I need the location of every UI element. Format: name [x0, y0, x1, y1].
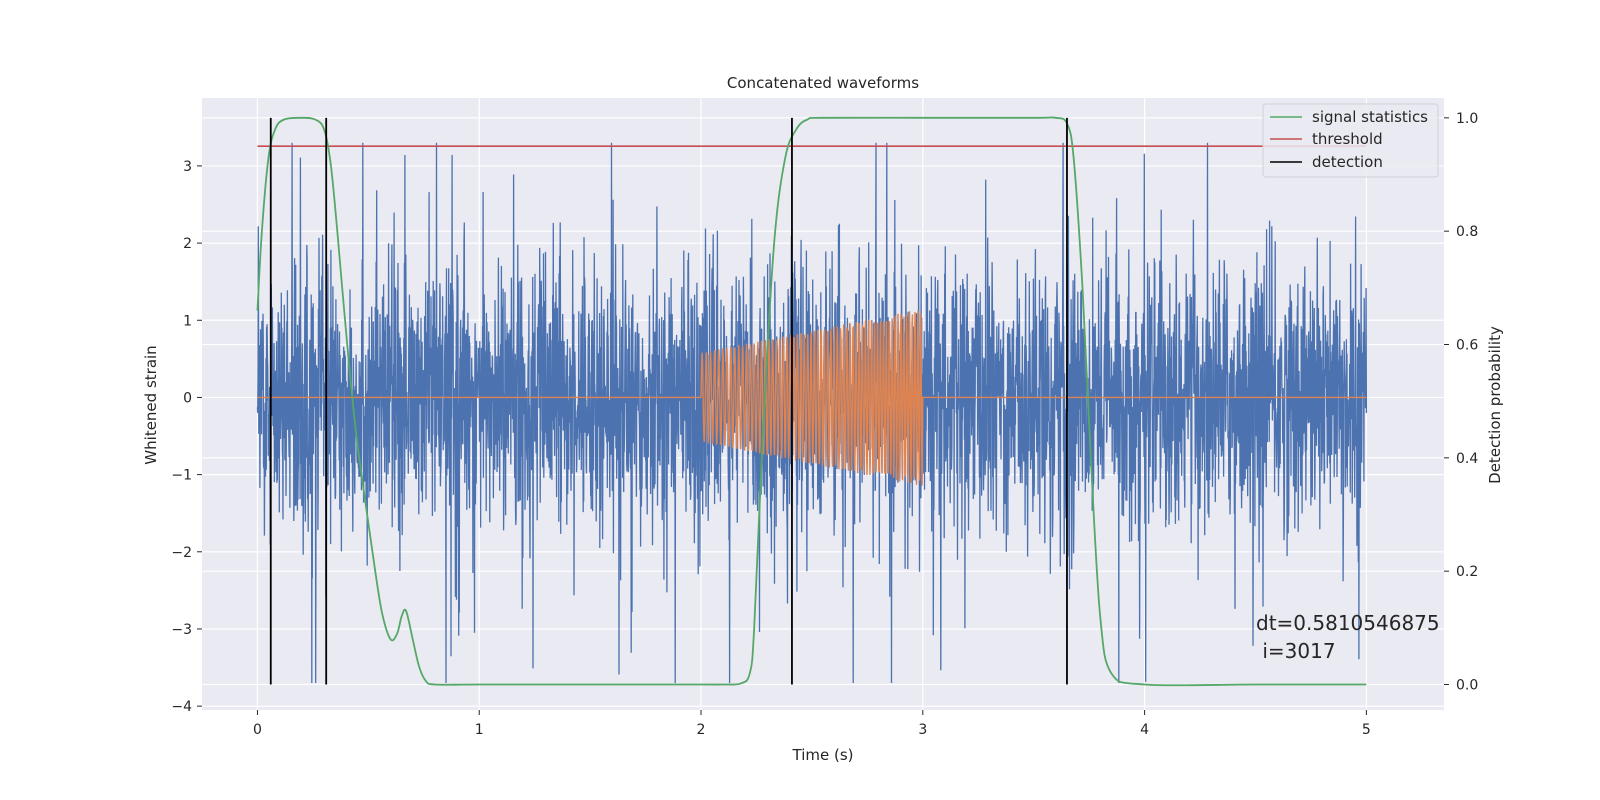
x-tick-label: 4	[1140, 722, 1149, 738]
injected-signal-line	[257, 310, 1367, 486]
data-layer	[256, 116, 1368, 687]
x-tick-label: 5	[1362, 722, 1371, 738]
legend-label-threshold: threshold	[1312, 130, 1383, 148]
signal-statistics-line	[256, 116, 1367, 687]
y-right-tick-label: 0.4	[1456, 451, 1478, 467]
y-tick-label: 2	[183, 236, 192, 252]
legend: signal statistics threshold detection	[1262, 103, 1439, 178]
y-tick-label: 1	[183, 313, 192, 329]
y-axis-label: Whitened strain	[142, 345, 160, 464]
axes: 0 1 2 3 4 5 −4 −3 −2 −1 0 1 2 3 0.0 0.2 0.4 0.6 0.8 1.0	[171, 111, 1478, 738]
y-tick-label: −1	[171, 468, 192, 484]
y-right-tick-label: 1.0	[1456, 111, 1478, 127]
x-axis-label: Time (s)	[792, 746, 854, 764]
y-tick-label: −4	[171, 699, 192, 715]
x-tick-label: 1	[475, 722, 484, 738]
legend-label-signal-statistics: signal statistics	[1312, 108, 1428, 126]
annotation-i: i=3017	[1256, 639, 1336, 663]
x-tick-label: 0	[253, 722, 262, 738]
y-tick-label: −2	[171, 545, 192, 561]
y-right-tick-label: 0.8	[1456, 224, 1478, 240]
y-tick-label: 3	[183, 159, 192, 175]
y-tick-label: −3	[171, 622, 192, 638]
y-right-tick-label: 0.2	[1456, 564, 1478, 580]
chart-title: Concatenated waveforms	[727, 74, 919, 92]
y-right-axis-label: Detection probability	[1486, 326, 1504, 484]
y-right-tick-label: 0.6	[1456, 338, 1478, 354]
legend-box	[1262, 103, 1439, 178]
y-right-tick-label: 0.0	[1456, 678, 1478, 694]
x-tick-label: 3	[918, 722, 927, 738]
x-tick-label: 2	[697, 722, 706, 738]
legend-label-detection: detection	[1312, 153, 1383, 171]
y-tick-label: 0	[183, 390, 192, 406]
annotation-dt: dt=0.5810546875	[1256, 611, 1440, 635]
